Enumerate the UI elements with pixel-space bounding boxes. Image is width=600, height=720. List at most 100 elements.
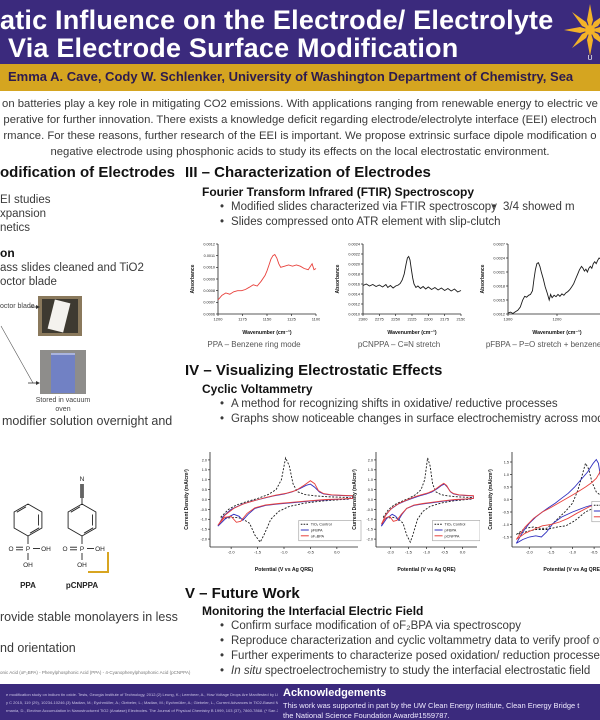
svg-text:-1.5: -1.5 <box>254 550 262 555</box>
svg-text:TiO₂ Control: TiO₂ Control <box>311 523 332 527</box>
section4-bullet-1: A method for recognizing shifts in oxida… <box>220 398 558 410</box>
ppa-atom-o: O <box>8 546 13 553</box>
ftir-chart-pcnppa: 2300 2275 2250 2225 2200 2175 2150 0.0010 0.0012… <box>335 242 465 336</box>
structure2-label: pCNPPA <box>66 581 99 590</box>
cv-chart-tio2-pfbpa-of2bpa: -2.0 -1.5 -1.0 -0.5 0.0 -2.0 -1.5 -1.0 -0.5 0.0 0.… <box>184 452 362 573</box>
left-line-2: octor blade <box>0 276 57 288</box>
ftir-chart-pfbpa: 1300120011000.00120.00150.00180.00210.00… <box>480 242 600 336</box>
section5-bullet-3: Further experiments to characterize pose… <box>220 650 600 662</box>
svg-text:0.0022: 0.0022 <box>348 252 360 256</box>
ftir-caption-pcnppa: pCNPPA – C≡N stretch <box>357 340 441 349</box>
section4-subhead: Cyclic Voltammetry <box>202 382 313 396</box>
svg-text:2175: 2175 <box>440 317 450 322</box>
svg-text:Current Density (mA/cm²): Current Density (mA/cm²) <box>488 469 494 530</box>
bullet4-rest: spectroelectrochemistry to study the int… <box>261 665 591 677</box>
section5-bullet-1: Confirm surface modification of oF₂BPA v… <box>220 620 521 632</box>
section4-bullet-2: Graphs show noticeable changes in surfac… <box>220 413 600 425</box>
svg-text:-2.0: -2.0 <box>387 550 395 555</box>
structure1-label: PPA <box>20 581 36 590</box>
svg-text:pFBPA: pFBPA <box>311 529 323 533</box>
svg-text:0.0: 0.0 <box>504 498 509 502</box>
svg-text:0.0014: 0.0014 <box>348 292 360 296</box>
section5-bullet-2: Reproduce characterization and cyclic vo… <box>220 635 600 647</box>
acknowledgements-line-2: the National Science Foundation Award#15… <box>283 711 450 720</box>
svg-text:Absorbance: Absorbance <box>190 264 196 293</box>
svg-text:2300: 2300 <box>359 317 369 322</box>
left-line-5: nd orientation <box>0 641 76 655</box>
svg-text:0.0010: 0.0010 <box>348 312 360 316</box>
svg-text:pFBPA: pFBPA <box>445 529 457 533</box>
svg-text:-0.5: -0.5 <box>366 508 373 512</box>
pcnppa-atom-n: N <box>80 476 85 483</box>
svg-text:1300: 1300 <box>504 317 514 322</box>
sunburst-icon: U <box>564 4 600 62</box>
section5-bullet-4: In situ spectroelectrochemistry to study… <box>220 665 590 677</box>
svg-text:1.5: 1.5 <box>504 460 509 464</box>
svg-text:1200: 1200 <box>214 317 224 322</box>
svg-text:0.0: 0.0 <box>368 498 373 502</box>
reference-line-1: e modification study on indium tin oxide… <box>6 692 278 697</box>
svg-text:0.0016: 0.0016 <box>348 282 360 286</box>
svg-text:0.5: 0.5 <box>504 485 509 489</box>
ftir-chart-ppa: 1200 1175 1150 1125 1100 0.0006 0.0007 0.0008 0.… <box>190 242 320 336</box>
acknowledgements-title: Acknowledgements <box>283 687 387 699</box>
ftir-caption-ppa: PPA – Benzene ring mode <box>207 340 301 349</box>
svg-text:0.0012: 0.0012 <box>348 302 360 306</box>
svg-text:1.5: 1.5 <box>202 468 207 472</box>
section5-header: V – Future Work <box>185 585 300 602</box>
svg-text:1150: 1150 <box>263 317 272 322</box>
gold-corner-mark <box>88 552 109 573</box>
section3-bullet-1: Modified slides characterized via FTIR s… <box>220 201 497 213</box>
svg-text:-0.5: -0.5 <box>307 550 315 555</box>
svg-text:Absorbance: Absorbance <box>335 264 341 293</box>
svg-text:-0.5: -0.5 <box>591 550 599 555</box>
logo-caption: U <box>587 55 592 62</box>
svg-text:1200: 1200 <box>553 317 563 322</box>
authors-text: Emma A. Cave, Cody W. Schlenker, Univers… <box>8 69 574 84</box>
svg-text:-1.5: -1.5 <box>200 528 207 532</box>
poster-title-line2: Via Electrode Surface Modification <box>8 33 459 63</box>
svg-text:1100: 1100 <box>312 317 320 322</box>
svg-text:1.0: 1.0 <box>368 478 373 482</box>
svg-text:Absorbance: Absorbance <box>480 264 486 293</box>
svg-text:0.0012: 0.0012 <box>493 312 505 316</box>
abstract-line-2: perative for further innovation. There e… <box>3 114 597 126</box>
left-line-4: rovide stable monolayers in less <box>0 610 178 624</box>
svg-text:-1.0: -1.0 <box>366 518 373 522</box>
section3-header: III – Characterization of Electrodes <box>185 164 431 181</box>
left-line-3: modifier solution overnight and <box>2 414 173 428</box>
svg-text:-1.0: -1.0 <box>423 550 431 555</box>
pcnppa-atom-oh2: OH <box>77 562 87 569</box>
poster-title-line1: atic Influence on the Electrode/ Electro… <box>0 5 554 35</box>
svg-text:0.0012: 0.0012 <box>203 242 215 246</box>
svg-text:-0.5: -0.5 <box>200 508 207 512</box>
reference-line-2: y C 2015, 119 (29), 10234-10246.(3) Madi… <box>6 700 278 705</box>
cv-chart-tio2-pfbpa-pcnppa: -2.0 -1.5 -1.0 -0.5 0.0 -2.0 -1.5 -1.0 -0.5 0.0 0.… <box>352 452 480 573</box>
svg-text:2225: 2225 <box>408 317 418 322</box>
svg-text:-1.5: -1.5 <box>502 535 509 539</box>
svg-text:0.0027: 0.0027 <box>493 242 505 246</box>
photo2-caption-2: oven <box>55 406 71 413</box>
svg-text:pCNPPA: pCNPPA <box>445 534 460 538</box>
abstract-line-1: on batteries play a key role in mitigati… <box>2 98 598 110</box>
svg-text:1.0: 1.0 <box>504 473 509 477</box>
pcnppa-atom-oh1: OH <box>95 546 105 553</box>
ppa-structure <box>13 503 43 560</box>
svg-text:-1.0: -1.0 <box>569 550 577 555</box>
svg-text:-1.5: -1.5 <box>405 550 413 555</box>
section3-bullet-right: 3/4 showed m <box>492 201 575 213</box>
ftir-caption-pfbpa: pFBPA – P=O stretch + benzene ring mo <box>485 340 600 349</box>
pcnppa-atom-o: O <box>62 546 67 553</box>
pcnppa-atom-p: P <box>80 546 84 553</box>
svg-text:0.0006: 0.0006 <box>203 312 215 316</box>
blue-slide-photo <box>40 350 86 394</box>
svg-text:0.5: 0.5 <box>202 488 207 492</box>
photo1-frame <box>42 299 78 333</box>
section3-bullet-2: Slides compressed onto ATR element with … <box>220 216 501 228</box>
svg-text:0.0011: 0.0011 <box>204 254 215 258</box>
svg-text:0.0008: 0.0008 <box>203 289 215 293</box>
svg-text:0.0024: 0.0024 <box>493 256 505 260</box>
svg-text:2.0: 2.0 <box>202 458 207 462</box>
svg-text:-2.0: -2.0 <box>526 550 534 555</box>
